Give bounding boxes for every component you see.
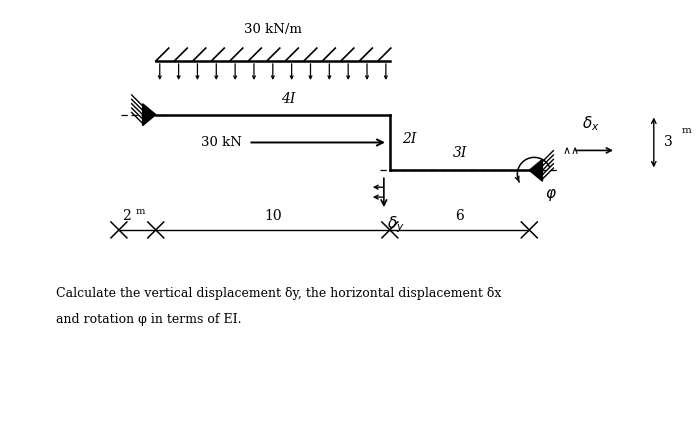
- Text: 2I: 2I: [402, 131, 416, 146]
- Text: 4I: 4I: [281, 92, 295, 106]
- Text: $\delta_x$: $\delta_x$: [582, 114, 600, 133]
- Text: 2: 2: [122, 209, 132, 223]
- Text: and rotation φ in terms of EI.: and rotation φ in terms of EI.: [56, 313, 241, 326]
- Text: $\delta_y$: $\delta_y$: [387, 214, 405, 235]
- Polygon shape: [143, 104, 156, 126]
- Text: $\wedge\!\wedge$: $\wedge\!\wedge$: [562, 145, 579, 156]
- Text: 10: 10: [264, 209, 281, 223]
- Text: 3: 3: [664, 136, 673, 149]
- Polygon shape: [529, 159, 542, 181]
- Text: $\varphi$: $\varphi$: [545, 187, 557, 203]
- Text: 3I: 3I: [452, 146, 467, 160]
- Text: m: m: [682, 126, 692, 135]
- Text: Calculate the vertical displacement δy, the horizontal displacement δx: Calculate the vertical displacement δy, …: [56, 287, 501, 300]
- Text: 6: 6: [455, 209, 464, 223]
- Text: 30 kN/m: 30 kN/m: [244, 23, 302, 36]
- Text: m: m: [135, 207, 144, 216]
- Text: 30 kN: 30 kN: [201, 136, 241, 149]
